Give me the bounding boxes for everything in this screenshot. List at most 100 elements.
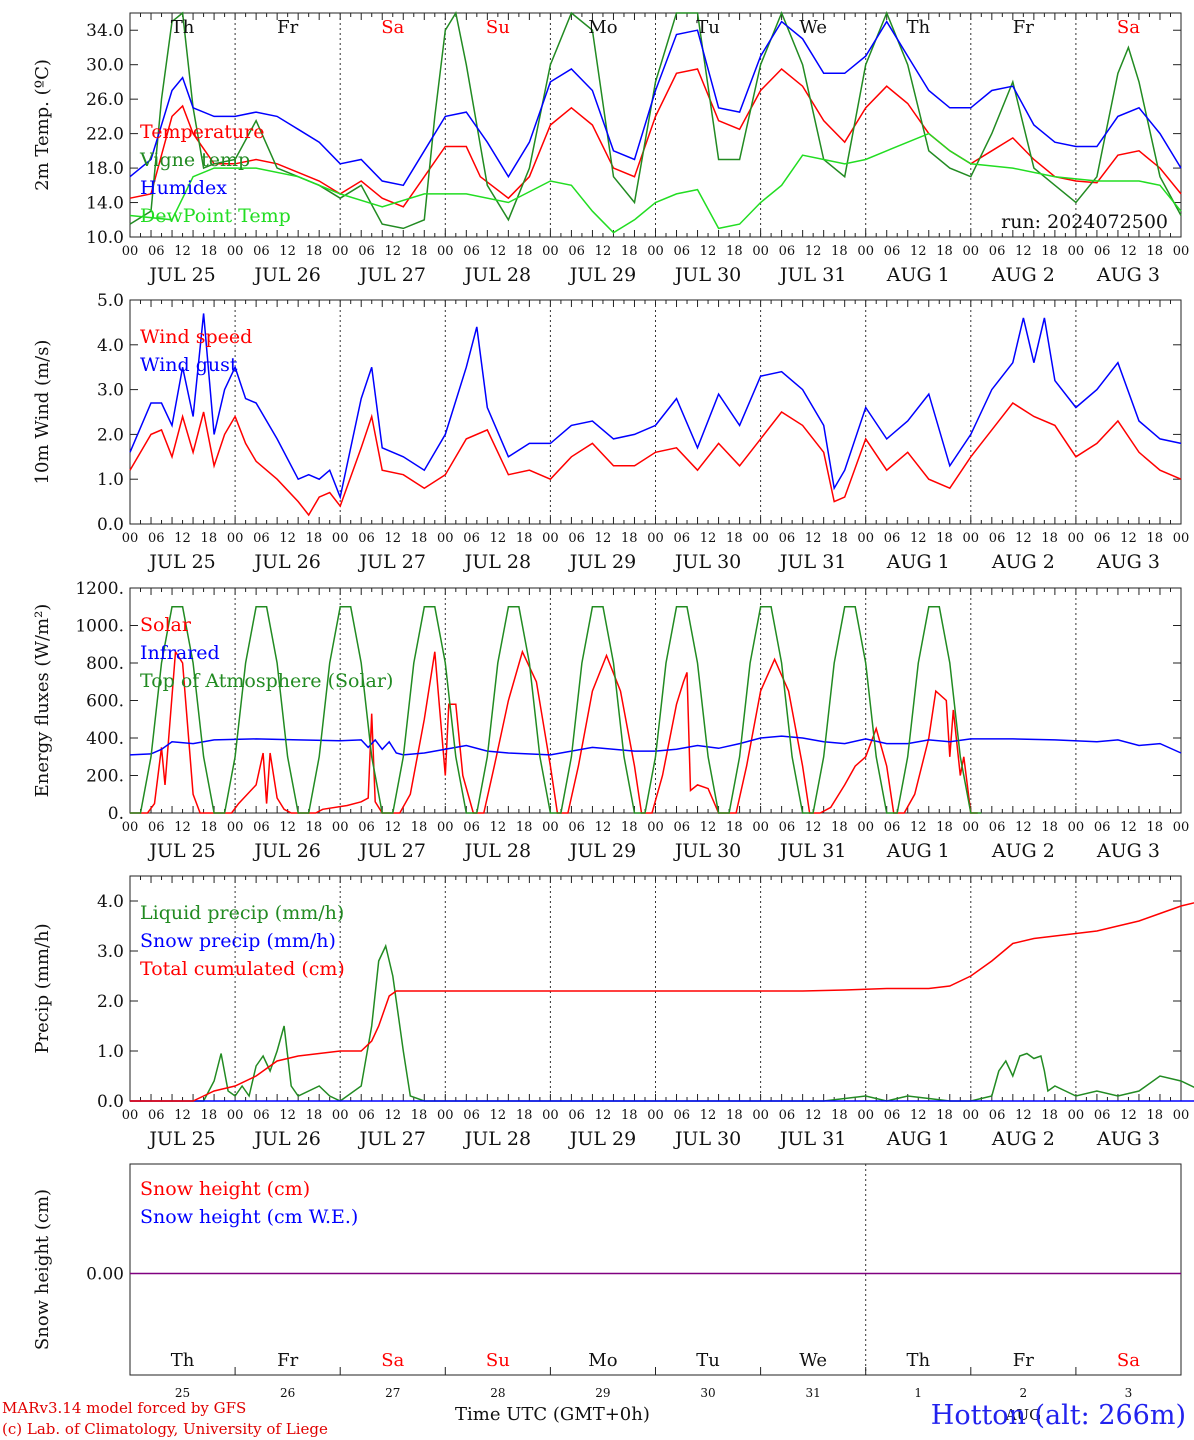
y-axis-label: Precip (mm/h) bbox=[32, 923, 53, 1053]
hour-tick-label: 12 bbox=[595, 531, 612, 546]
y-tick-label: 2.0 bbox=[97, 992, 124, 1012]
date-label: JUL 28 bbox=[463, 840, 531, 862]
hour-tick-label: 12 bbox=[1015, 531, 1032, 546]
hour-tick-label: 00 bbox=[332, 244, 349, 259]
y-tick-label: 0.00 bbox=[86, 1265, 124, 1285]
day-number-label: 29 bbox=[595, 1386, 610, 1400]
hour-tick-label: 00 bbox=[437, 820, 454, 835]
date-label: JUL 25 bbox=[147, 840, 215, 862]
hour-tick-label: 18 bbox=[936, 531, 953, 546]
hour-tick-label: 12 bbox=[384, 820, 401, 835]
hour-tick-label: 12 bbox=[1120, 244, 1137, 259]
hour-tick-label: 18 bbox=[1041, 244, 1058, 259]
series-line bbox=[129, 132, 1182, 234]
hour-tick-label: 00 bbox=[122, 1108, 139, 1123]
weekday-label: Sa bbox=[1117, 1350, 1140, 1371]
hour-tick-label: 00 bbox=[1068, 244, 1085, 259]
hour-tick-label: 06 bbox=[779, 820, 796, 835]
hour-tick-label: 12 bbox=[700, 531, 717, 546]
hour-tick-label: 00 bbox=[857, 244, 874, 259]
hour-tick-label: 06 bbox=[463, 820, 480, 835]
weekday-label: Mo bbox=[588, 1350, 617, 1371]
date-label: JUL 30 bbox=[673, 840, 741, 862]
hour-tick-label: 06 bbox=[253, 244, 270, 259]
hour-tick-label: 00 bbox=[227, 1108, 244, 1123]
hour-tick-label: 06 bbox=[884, 820, 901, 835]
hour-tick-label: 18 bbox=[726, 820, 743, 835]
day-number-label: 2 bbox=[1020, 1386, 1028, 1400]
y-axis-label: 2m Temp. (ºC) bbox=[32, 59, 53, 191]
hour-tick-label: 18 bbox=[1041, 531, 1058, 546]
legend-entry: Temperature bbox=[140, 121, 264, 143]
hour-tick-label: 12 bbox=[384, 531, 401, 546]
hour-tick-label: 18 bbox=[936, 1108, 953, 1123]
y-axis-label: 10m Wind (m/s) bbox=[32, 340, 53, 485]
hour-tick-label: 00 bbox=[647, 244, 664, 259]
hour-tick-label: 12 bbox=[910, 1108, 927, 1123]
hour-tick-label: 06 bbox=[463, 531, 480, 546]
y-tick-label: 3.0 bbox=[97, 381, 124, 401]
hour-tick-label: 18 bbox=[936, 820, 953, 835]
hour-tick-label: 06 bbox=[463, 1108, 480, 1123]
hour-tick-label: 18 bbox=[201, 820, 218, 835]
hour-tick-label: 00 bbox=[542, 531, 559, 546]
hour-tick-label: 12 bbox=[279, 244, 296, 259]
weekday-label: Fr bbox=[1013, 1350, 1034, 1371]
hour-tick-label: 06 bbox=[674, 531, 691, 546]
day-number-label: 30 bbox=[700, 1386, 715, 1400]
hour-tick-label: 06 bbox=[358, 820, 375, 835]
hour-tick-label: 12 bbox=[1015, 244, 1032, 259]
hour-tick-label: 00 bbox=[1173, 531, 1190, 546]
hour-tick-label: 00 bbox=[437, 244, 454, 259]
hour-tick-label: 18 bbox=[201, 244, 218, 259]
y-tick-label: 1.0 bbox=[97, 1042, 124, 1062]
hour-tick-label: 00 bbox=[647, 531, 664, 546]
y-tick-label: 18.0 bbox=[86, 159, 124, 179]
date-label: JUL 29 bbox=[568, 264, 636, 286]
hour-tick-label: 18 bbox=[621, 1108, 638, 1123]
hour-tick-label: 06 bbox=[568, 531, 585, 546]
legend-entry: Total cumulated (cm) bbox=[140, 958, 345, 980]
hour-tick-label: 18 bbox=[621, 820, 638, 835]
legend-entry: Snow height (cm) bbox=[140, 1178, 310, 1200]
date-label: AUG 2 bbox=[991, 551, 1055, 573]
hour-tick-label: 18 bbox=[516, 531, 533, 546]
weekday-label: Fr bbox=[1013, 17, 1034, 38]
date-label: JUL 30 bbox=[673, 551, 741, 573]
hour-tick-label: 12 bbox=[700, 244, 717, 259]
legend-entry: DewPoint Temp bbox=[140, 205, 291, 227]
hour-tick-label: 00 bbox=[1068, 820, 1085, 835]
y-tick-label: 34.0 bbox=[86, 21, 124, 41]
y-tick-label: 26.0 bbox=[86, 90, 124, 110]
hour-tick-label: 06 bbox=[253, 1108, 270, 1123]
hour-tick-label: 00 bbox=[227, 531, 244, 546]
hour-tick-label: 18 bbox=[726, 531, 743, 546]
hour-tick-label: 00 bbox=[332, 820, 349, 835]
date-label: JUL 26 bbox=[252, 264, 320, 286]
date-label: AUG 1 bbox=[886, 551, 950, 573]
hour-tick-label: 12 bbox=[174, 820, 191, 835]
date-label: JUL 29 bbox=[568, 551, 636, 573]
hour-tick-label: 18 bbox=[411, 244, 428, 259]
date-label: AUG 2 bbox=[991, 264, 1055, 286]
run-label: run: 2024072500 bbox=[1001, 211, 1168, 233]
hour-tick-label: 00 bbox=[963, 244, 980, 259]
hour-tick-label: 00 bbox=[857, 531, 874, 546]
hour-tick-label: 06 bbox=[148, 820, 165, 835]
date-label: AUG 2 bbox=[991, 840, 1055, 862]
hour-tick-label: 18 bbox=[516, 244, 533, 259]
hour-tick-label: 18 bbox=[831, 820, 848, 835]
y-tick-label: 2.0 bbox=[97, 425, 124, 445]
hour-tick-label: 06 bbox=[1094, 531, 1111, 546]
y-tick-label: 200. bbox=[86, 767, 124, 787]
hour-tick-label: 18 bbox=[1146, 1108, 1163, 1123]
hour-tick-label: 18 bbox=[831, 531, 848, 546]
legend-entry: Wind gust bbox=[140, 354, 238, 376]
hour-tick-label: 06 bbox=[568, 244, 585, 259]
hour-tick-label: 00 bbox=[857, 820, 874, 835]
date-label: JUL 28 bbox=[463, 264, 531, 286]
legend-entry: Snow height (cm W.E.) bbox=[140, 1206, 358, 1228]
date-label: JUL 27 bbox=[358, 1128, 426, 1150]
date-label: AUG 2 bbox=[991, 1128, 1055, 1150]
